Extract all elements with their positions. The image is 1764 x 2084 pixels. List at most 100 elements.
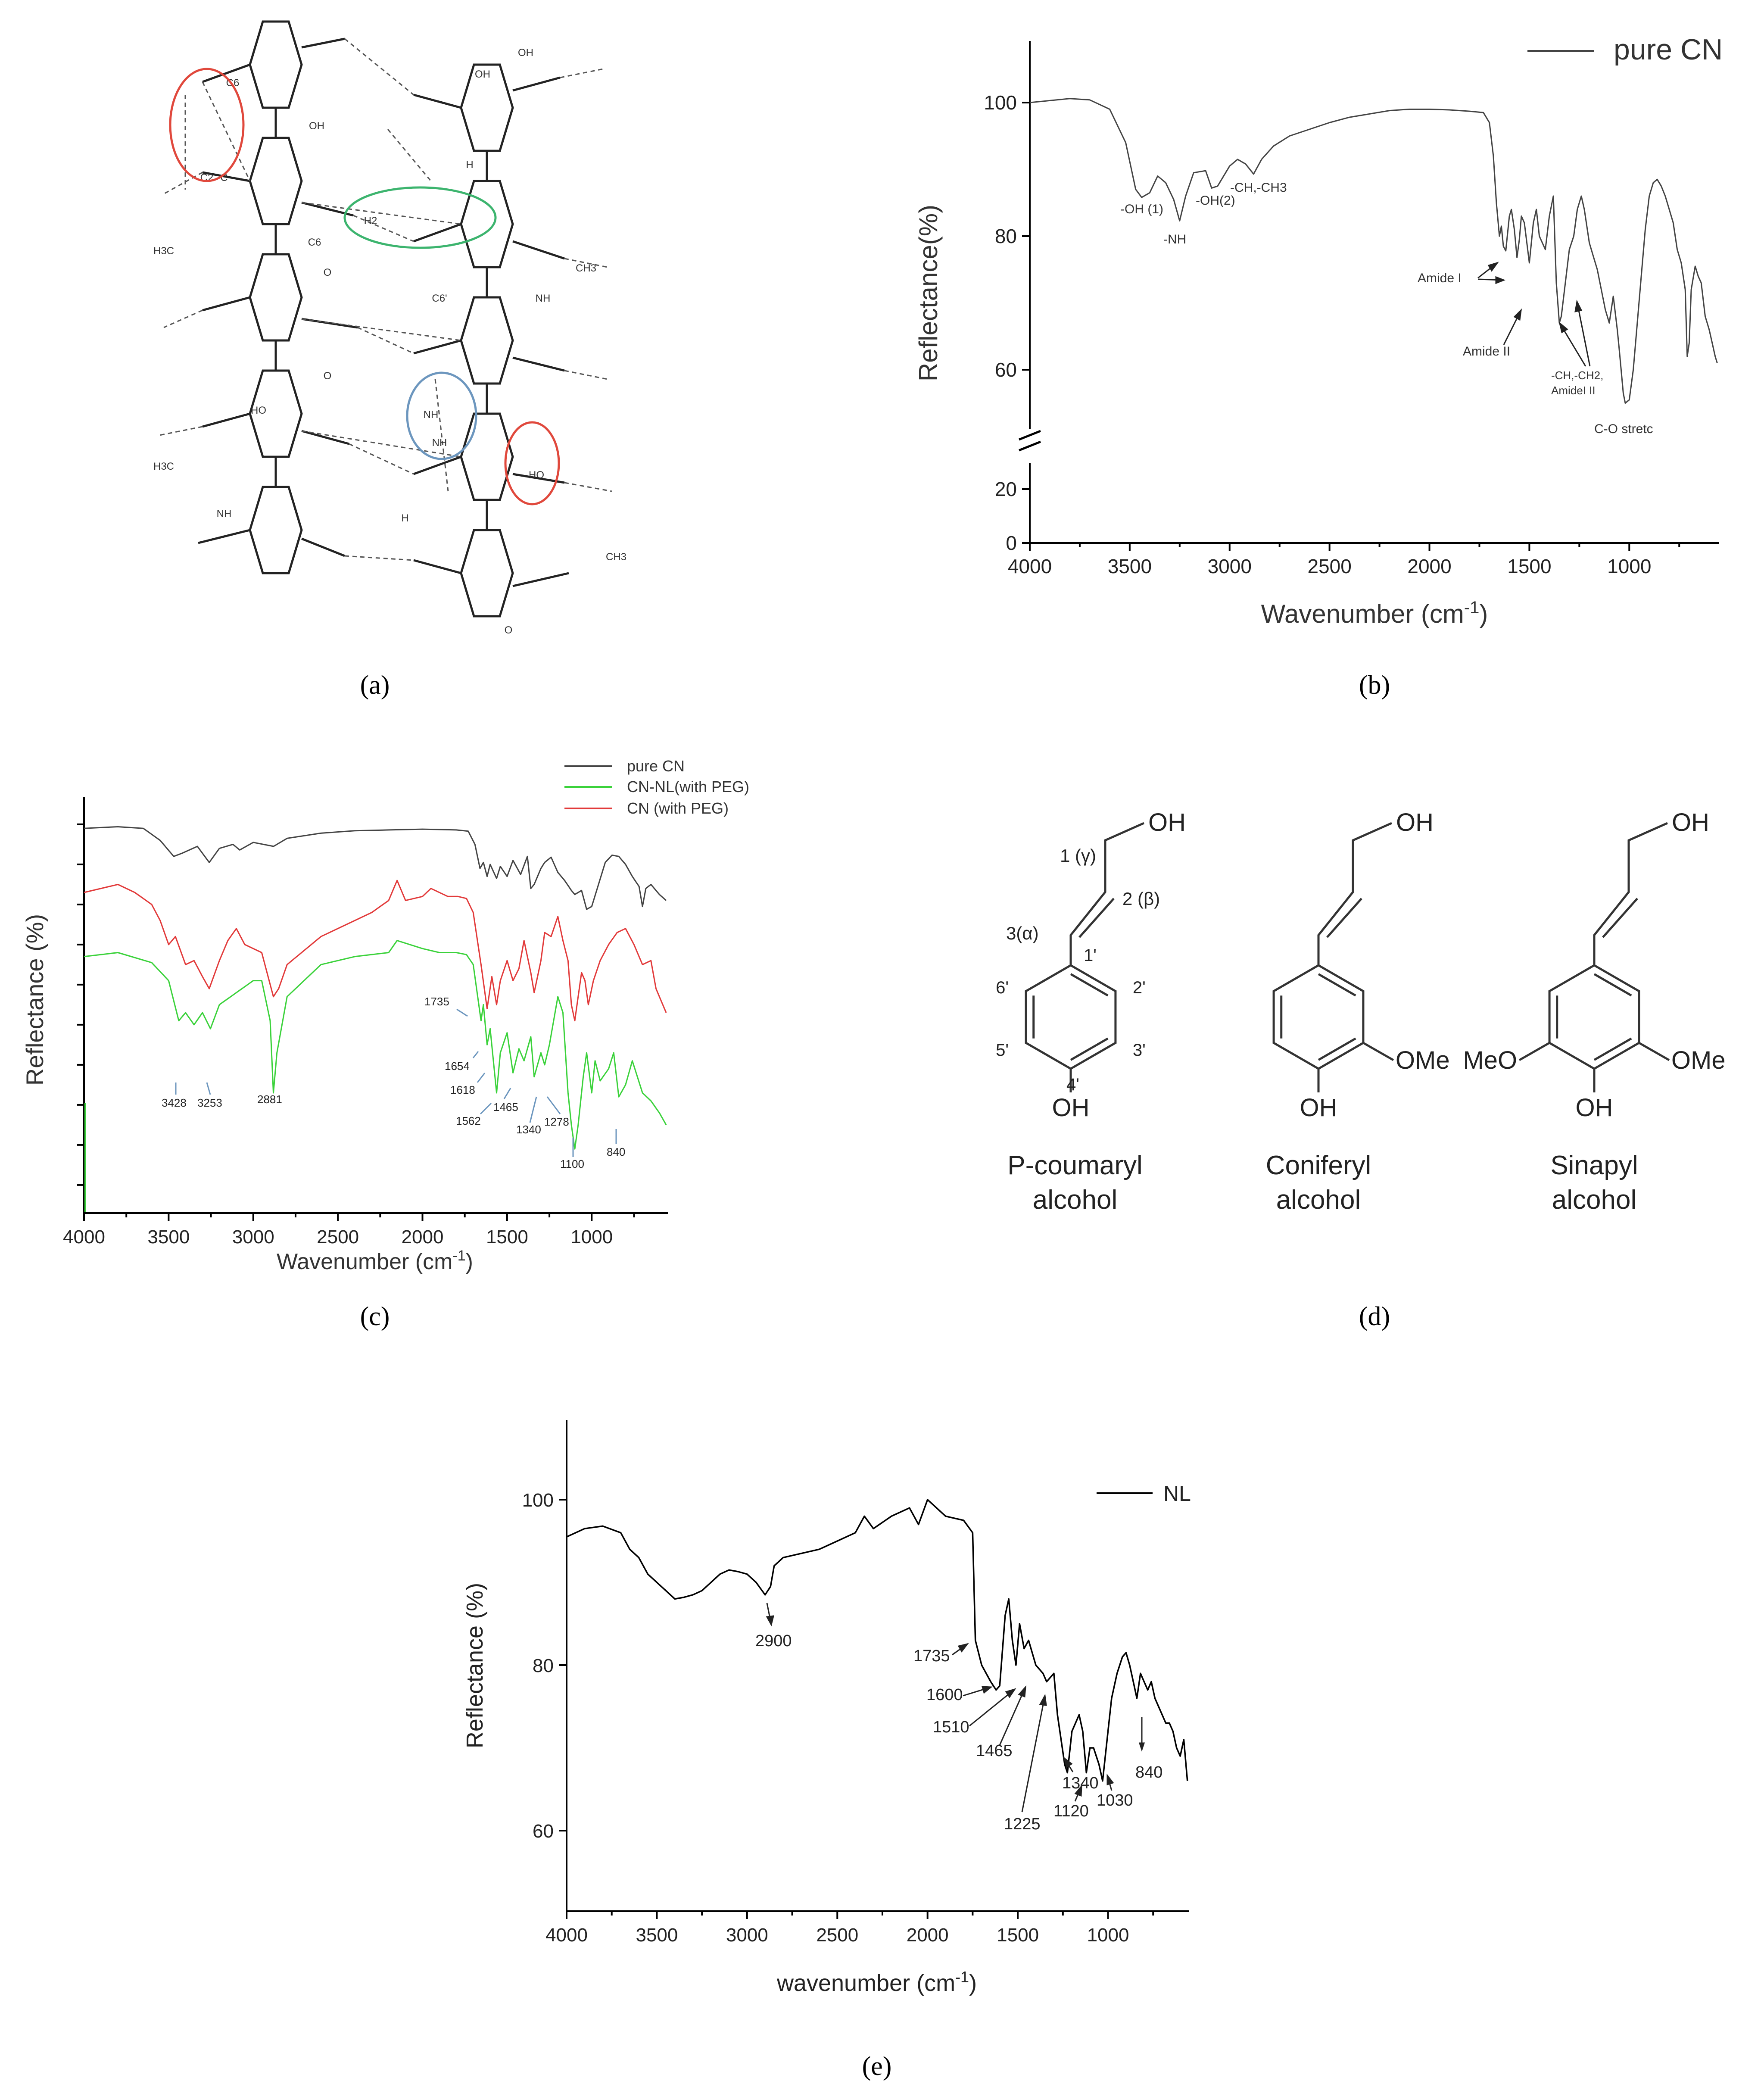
chart-b-y-label: Reflectance(%) bbox=[914, 205, 943, 381]
side-group-bond bbox=[413, 455, 461, 475]
chart-e-annot-1735: 1735 bbox=[913, 1647, 950, 1665]
chart-e-annot-1600: 1600 bbox=[926, 1686, 963, 1704]
chain-double-bond bbox=[1326, 898, 1362, 938]
y-tick-label: 60 bbox=[533, 1821, 554, 1842]
side-group-bond bbox=[301, 537, 345, 557]
pyranose-ring bbox=[249, 137, 303, 225]
hydrogen-bond bbox=[159, 426, 203, 436]
hydrogen-bond bbox=[163, 309, 203, 328]
side-group-bond bbox=[202, 412, 250, 428]
side-group-bond bbox=[413, 339, 461, 355]
chart-c-x-label: Wavenumber (cm-1) bbox=[277, 1248, 473, 1274]
chart-c-legend-pure-cn: pure CN bbox=[627, 757, 685, 775]
side-group-bond bbox=[301, 37, 345, 49]
hydrogen-bond bbox=[434, 379, 449, 492]
x-tick-label: 4000 bbox=[545, 1925, 588, 1946]
benzene-ring bbox=[1025, 964, 1117, 1070]
oh-label: OH bbox=[1396, 808, 1434, 836]
molecule-name-line1: Coniferyl bbox=[1266, 1151, 1371, 1180]
ring-label-3: 3' bbox=[1133, 1041, 1146, 1060]
x-tick-label: 1500 bbox=[486, 1226, 528, 1248]
y-tick-label: 80 bbox=[995, 225, 1017, 247]
x-tick-label: 3500 bbox=[147, 1226, 190, 1248]
x-tick-label: 3000 bbox=[232, 1226, 274, 1248]
hydrogen-bond bbox=[564, 370, 608, 380]
atom-label: H bbox=[401, 512, 408, 524]
pyranose-ring bbox=[460, 529, 514, 618]
atom-label: OH bbox=[309, 120, 324, 132]
side-group-bond bbox=[202, 171, 250, 182]
chart-c-annot-1562: 1562 bbox=[456, 1114, 481, 1127]
chart-c-annot-1340: 1340 bbox=[516, 1123, 541, 1136]
chart-b-axis-break bbox=[1019, 430, 1041, 452]
molecule-name-line1: P-coumaryl bbox=[1007, 1151, 1143, 1180]
methoxy-label: MeO bbox=[1463, 1046, 1517, 1074]
methoxy-bond bbox=[1362, 1042, 1394, 1061]
hydrogen-bond bbox=[163, 172, 203, 195]
chart-b-x-label: Wavenumber (cm-1) bbox=[1261, 598, 1488, 628]
methoxy-label: OMe bbox=[1671, 1046, 1726, 1074]
atom-label: OH bbox=[475, 69, 490, 80]
x-tick-label: 2000 bbox=[907, 1925, 949, 1946]
side-group-bond bbox=[301, 430, 349, 445]
atom-label: H2 bbox=[364, 215, 377, 227]
chart-e: 4000 3500 3000 2500 2000 1500 1000 60 80 100 NL R… bbox=[462, 1420, 1191, 1996]
atom-label: NH bbox=[432, 437, 447, 449]
benzene-ring bbox=[1548, 964, 1640, 1070]
ring-label-2: 2' bbox=[1133, 978, 1146, 997]
y-tick-label: 100 bbox=[522, 1490, 554, 1511]
ring-double-bond bbox=[1318, 973, 1356, 997]
methoxy-bond bbox=[1518, 1042, 1550, 1061]
chart-e-annot-1510: 1510 bbox=[933, 1718, 969, 1736]
chart-b-annot-ch2: -CH,-CH2, bbox=[1551, 369, 1603, 382]
chart-c-annot-2881: 2881 bbox=[257, 1093, 282, 1106]
pyranose-ring bbox=[460, 63, 514, 152]
x-tick-label: 1500 bbox=[997, 1925, 1039, 1946]
chart-e-annot-arrows bbox=[766, 1603, 1145, 1813]
series-line-1 bbox=[84, 940, 667, 1150]
x-tick-label: 2500 bbox=[816, 1925, 858, 1946]
x-tick-label: 2500 bbox=[317, 1226, 359, 1248]
pyranose-ring bbox=[249, 20, 303, 109]
chart-b-annot-nh: -NH bbox=[1163, 232, 1186, 246]
atom-label: NH bbox=[536, 293, 551, 304]
atom-label: C6' bbox=[432, 293, 447, 304]
atom-label: O bbox=[324, 267, 332, 278]
series-line-0 bbox=[84, 826, 667, 910]
x-tick-label: 2000 bbox=[402, 1226, 444, 1248]
x-tick-label: 4000 bbox=[1008, 555, 1052, 577]
atom-label: HO bbox=[251, 405, 266, 416]
atom-label: NH bbox=[217, 508, 232, 520]
chart-b: 4000 3500 3000 2500 2000 1500 1000 0 20 60 80 100 p… bbox=[914, 33, 1723, 628]
chart-b-annot-amide3: AmideI II bbox=[1551, 384, 1596, 397]
chart-e-x-label: wavenumber (cm-1) bbox=[776, 1968, 977, 1996]
atom-label: H3C bbox=[153, 245, 174, 257]
panel-label-e: (e) bbox=[862, 2052, 892, 2081]
ring-double-bond bbox=[1318, 1037, 1356, 1061]
chart-c-annot-3253: 3253 bbox=[197, 1096, 222, 1109]
chart-c-legend: pure CN CN-NL(with PEG) CN (with PEG) bbox=[564, 757, 749, 817]
panel-label-c: (c) bbox=[360, 1302, 390, 1331]
chart-b-annot-ch3: -CH,-CH3 bbox=[1230, 181, 1287, 195]
pyranose-ring bbox=[249, 369, 303, 458]
side-group-bond bbox=[413, 94, 461, 109]
side-group-bond bbox=[198, 529, 250, 544]
chart-e-annot-1030: 1030 bbox=[1097, 1791, 1133, 1809]
pyranose-ring bbox=[460, 412, 514, 501]
y-tick-label: 20 bbox=[995, 478, 1017, 500]
chart-e-y-label: Reflectance (%) bbox=[462, 1583, 488, 1748]
carbon-label-1: 1 (γ) bbox=[1060, 845, 1096, 866]
blue-circle-nh-bond bbox=[406, 371, 477, 460]
side-group-bond bbox=[413, 223, 461, 243]
y-tick-label: 80 bbox=[533, 1655, 554, 1676]
side-group-bond bbox=[413, 559, 461, 574]
oh-label: OH bbox=[1672, 808, 1709, 836]
side-group-bond bbox=[512, 76, 561, 92]
hydrogen-bond bbox=[344, 555, 414, 561]
propenyl-chain bbox=[1069, 822, 1145, 965]
chart-e-annot-1465: 1465 bbox=[976, 1742, 1013, 1760]
atom-label: C6 bbox=[308, 237, 321, 248]
side-group-bond bbox=[202, 63, 250, 83]
chain-double-bond bbox=[1602, 898, 1638, 938]
